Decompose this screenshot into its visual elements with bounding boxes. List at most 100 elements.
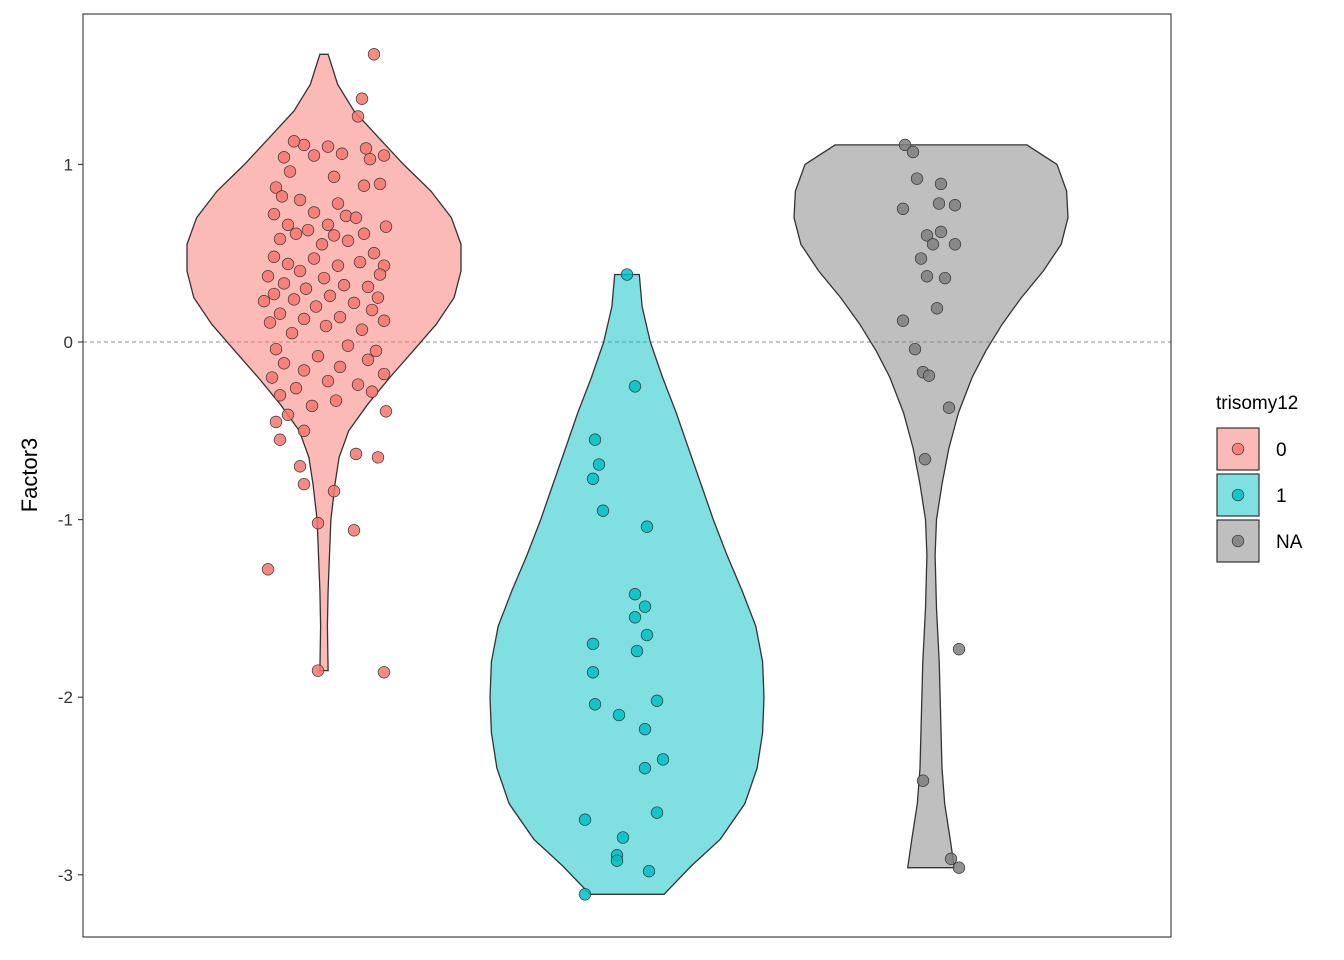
point-layer (257, 48, 966, 901)
data-point-0-55 (309, 300, 323, 313)
data-point-0-77 (289, 382, 303, 395)
data-point-0-45 (277, 277, 291, 290)
data-point-0-59 (297, 312, 311, 326)
data-point-0-22 (307, 206, 321, 219)
data-point-1-26 (578, 888, 592, 901)
data-point-0-7 (307, 149, 321, 162)
data-point-0-4 (335, 147, 349, 160)
violin-group-NA (793, 144, 1069, 869)
data-point-1-21 (578, 813, 592, 826)
data-point-1-3 (592, 458, 606, 471)
data-point-0-80 (329, 394, 343, 407)
data-point-0-0 (367, 48, 381, 61)
data-point-NA-12 (920, 270, 934, 283)
data-point-0-68 (311, 350, 325, 363)
data-point-0-60 (377, 314, 391, 327)
data-point-0-38 (281, 257, 295, 271)
data-point-NA-11 (914, 252, 928, 265)
data-point-NA-8 (920, 229, 934, 242)
y-tick-label: -1 (58, 511, 73, 530)
data-point-0-62 (319, 319, 333, 333)
data-point-0-28 (357, 227, 371, 240)
plot-panel-border (82, 13, 1172, 938)
data-point-0-11 (363, 152, 377, 166)
data-point-0-30 (327, 229, 341, 242)
data-point-0-83 (281, 408, 295, 421)
data-point-0-66 (269, 342, 283, 356)
data-point-NA-19 (942, 401, 956, 414)
data-point-0-70 (277, 357, 291, 370)
data-point-0-86 (273, 433, 287, 446)
data-point-0-36 (307, 252, 321, 265)
data-point-NA-15 (896, 314, 910, 327)
data-point-1-14 (650, 694, 664, 707)
data-point-NA-21 (952, 643, 966, 656)
data-point-1-5 (596, 504, 610, 517)
data-point-0-43 (261, 270, 275, 283)
data-point-0-46 (337, 279, 351, 292)
data-point-0-48 (299, 282, 313, 295)
data-point-0-74 (265, 371, 279, 384)
data-point-0-26 (321, 218, 335, 231)
data-point-0-96 (377, 666, 391, 679)
data-point-0-73 (377, 367, 391, 381)
y-tick-label: 0 (64, 333, 73, 352)
data-point-1-15 (588, 698, 602, 711)
data-point-0-88 (371, 451, 385, 464)
data-point-0-3 (359, 142, 373, 155)
data-point-1-11 (586, 637, 600, 651)
data-point-NA-1 (906, 145, 920, 159)
data-point-1-13 (586, 666, 600, 679)
data-point-0-82 (379, 405, 393, 418)
data-point-1-0 (620, 268, 634, 281)
data-point-0-91 (327, 485, 341, 498)
data-point-0-72 (297, 364, 311, 377)
data-point-0-57 (273, 307, 287, 320)
data-point-0-44 (317, 271, 331, 285)
data-point-NA-9 (926, 238, 940, 251)
data-point-1-8 (638, 600, 652, 613)
legend-label-1: 1 (1276, 486, 1287, 507)
data-point-0-93 (347, 524, 361, 537)
data-point-NA-2 (910, 172, 924, 185)
data-point-0-78 (365, 385, 379, 398)
data-point-0-16 (275, 190, 289, 203)
data-point-0-13 (327, 170, 341, 183)
legend-point-0 (1231, 442, 1245, 456)
data-point-0-12 (283, 165, 297, 178)
data-point-0-61 (263, 316, 277, 329)
data-point-0-25 (379, 220, 393, 233)
data-point-1-18 (656, 753, 670, 766)
data-point-0-50 (371, 291, 385, 304)
data-point-1-22 (616, 831, 630, 844)
data-point-NA-7 (934, 225, 948, 239)
y-tick-label: 1 (64, 155, 73, 174)
violin-layer (186, 53, 1069, 895)
data-point-0-24 (281, 218, 295, 231)
data-point-0-95 (311, 664, 325, 677)
data-point-0-33 (315, 238, 329, 251)
data-point-0-37 (353, 255, 367, 269)
data-point-0-54 (347, 296, 361, 310)
data-point-0-75 (321, 374, 335, 388)
data-point-0-71 (333, 360, 347, 374)
data-point-0-10 (277, 151, 291, 164)
data-point-0-89 (293, 460, 307, 473)
data-point-0-31 (273, 232, 287, 246)
data-point-NA-23 (944, 852, 958, 865)
data-point-1-9 (628, 611, 642, 624)
data-point-1-25 (642, 865, 656, 878)
data-point-0-84 (269, 415, 283, 429)
data-point-1-24 (610, 854, 624, 867)
legend-point-1 (1231, 488, 1245, 502)
data-point-0-2 (351, 110, 365, 123)
data-point-0-52 (287, 293, 301, 306)
data-point-0-85 (297, 424, 311, 437)
data-point-0-41 (293, 264, 307, 278)
data-point-0-17 (373, 177, 387, 191)
y-axis-title: Factor3 (17, 438, 42, 513)
legend-title: trisomy12 (1216, 393, 1298, 414)
data-point-0-18 (293, 193, 307, 207)
data-point-NA-22 (916, 774, 930, 787)
